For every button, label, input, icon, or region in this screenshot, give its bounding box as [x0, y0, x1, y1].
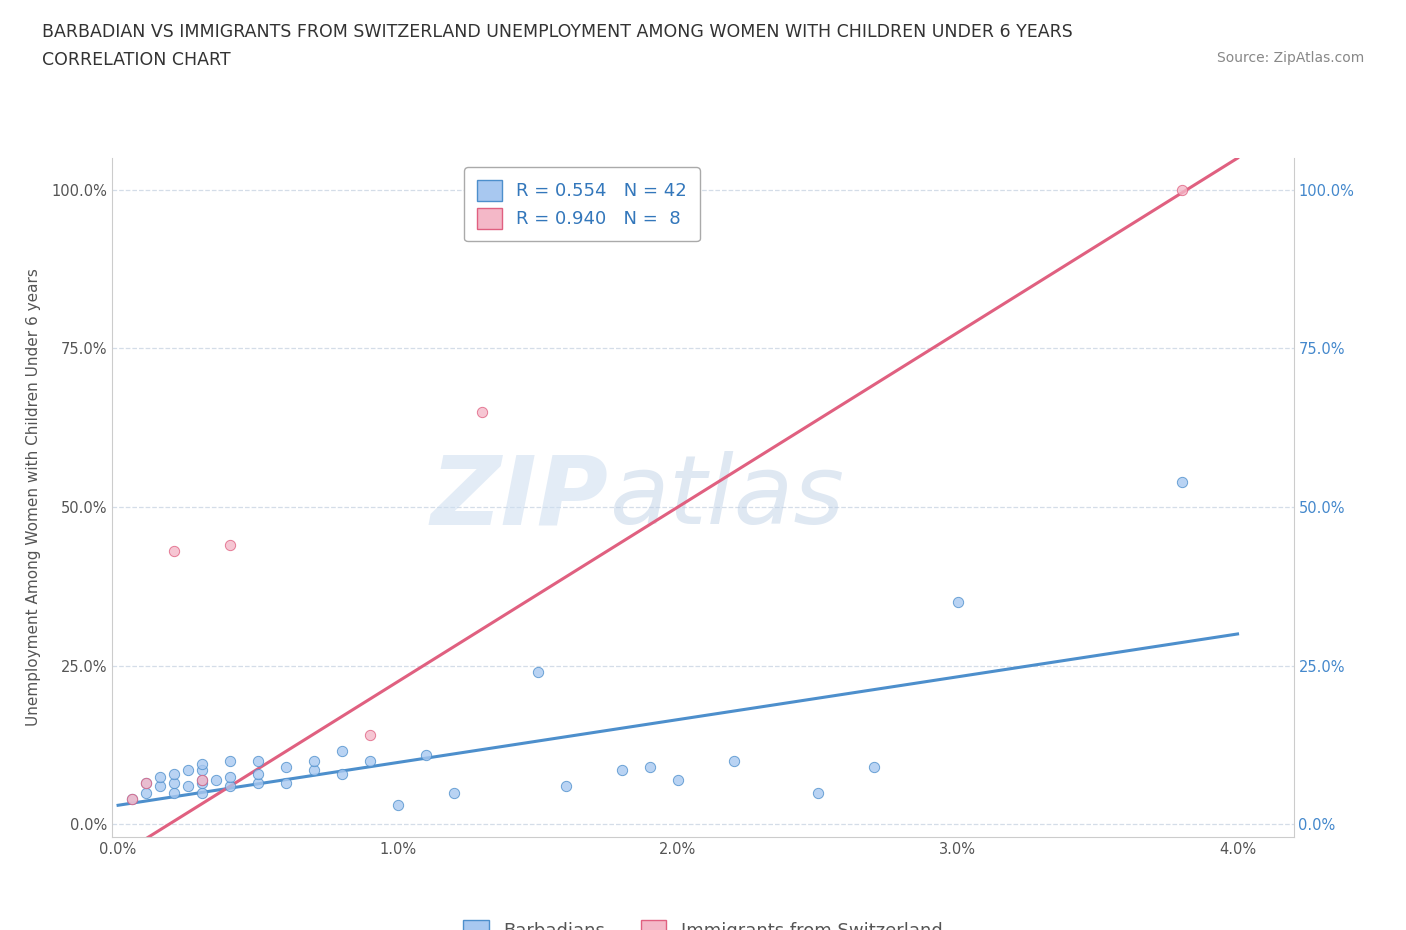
Point — [219, 538, 242, 552]
Text: BARBADIAN VS IMMIGRANTS FROM SWITZERLAND UNEMPLOYMENT AMONG WOMEN WITH CHILDREN : BARBADIAN VS IMMIGRANTS FROM SWITZERLAND… — [42, 23, 1073, 41]
Point — [666, 773, 689, 788]
Point — [191, 776, 214, 790]
Point — [191, 757, 214, 772]
Point — [191, 785, 214, 800]
Point — [330, 744, 353, 759]
Point — [121, 791, 143, 806]
Point — [302, 753, 325, 768]
Point — [443, 785, 465, 800]
Point — [610, 763, 633, 777]
Point — [723, 753, 745, 768]
Point — [247, 776, 270, 790]
Point — [205, 773, 228, 788]
Point — [359, 728, 381, 743]
Point — [1170, 474, 1192, 489]
Point — [330, 766, 353, 781]
Point — [191, 763, 214, 777]
Point — [471, 405, 494, 419]
Point — [807, 785, 830, 800]
Point — [274, 776, 297, 790]
Point — [121, 791, 143, 806]
Point — [135, 776, 157, 790]
Point — [554, 778, 576, 793]
Point — [163, 785, 186, 800]
Text: Source: ZipAtlas.com: Source: ZipAtlas.com — [1216, 51, 1364, 65]
Point — [149, 769, 172, 784]
Point — [219, 778, 242, 793]
Point — [359, 753, 381, 768]
Point — [387, 798, 409, 813]
Point — [177, 763, 200, 777]
Point — [415, 747, 437, 762]
Point — [247, 753, 270, 768]
Point — [191, 773, 214, 788]
Point — [191, 773, 214, 788]
Y-axis label: Unemployment Among Women with Children Under 6 years: Unemployment Among Women with Children U… — [25, 269, 41, 726]
Point — [1170, 182, 1192, 197]
Text: ZIP: ZIP — [430, 451, 609, 544]
Point — [163, 544, 186, 559]
Point — [163, 776, 186, 790]
Point — [946, 595, 969, 610]
Point — [638, 760, 661, 775]
Text: CORRELATION CHART: CORRELATION CHART — [42, 51, 231, 69]
Point — [135, 776, 157, 790]
Point — [219, 769, 242, 784]
Text: atlas: atlas — [609, 451, 844, 544]
Point — [274, 760, 297, 775]
Point — [177, 778, 200, 793]
Point — [527, 665, 550, 680]
Point — [302, 763, 325, 777]
Point — [149, 778, 172, 793]
Point — [862, 760, 884, 775]
Point — [219, 753, 242, 768]
Point — [163, 766, 186, 781]
Point — [247, 766, 270, 781]
Legend: Barbadians, Immigrants from Switzerland: Barbadians, Immigrants from Switzerland — [451, 907, 955, 930]
Point — [135, 785, 157, 800]
